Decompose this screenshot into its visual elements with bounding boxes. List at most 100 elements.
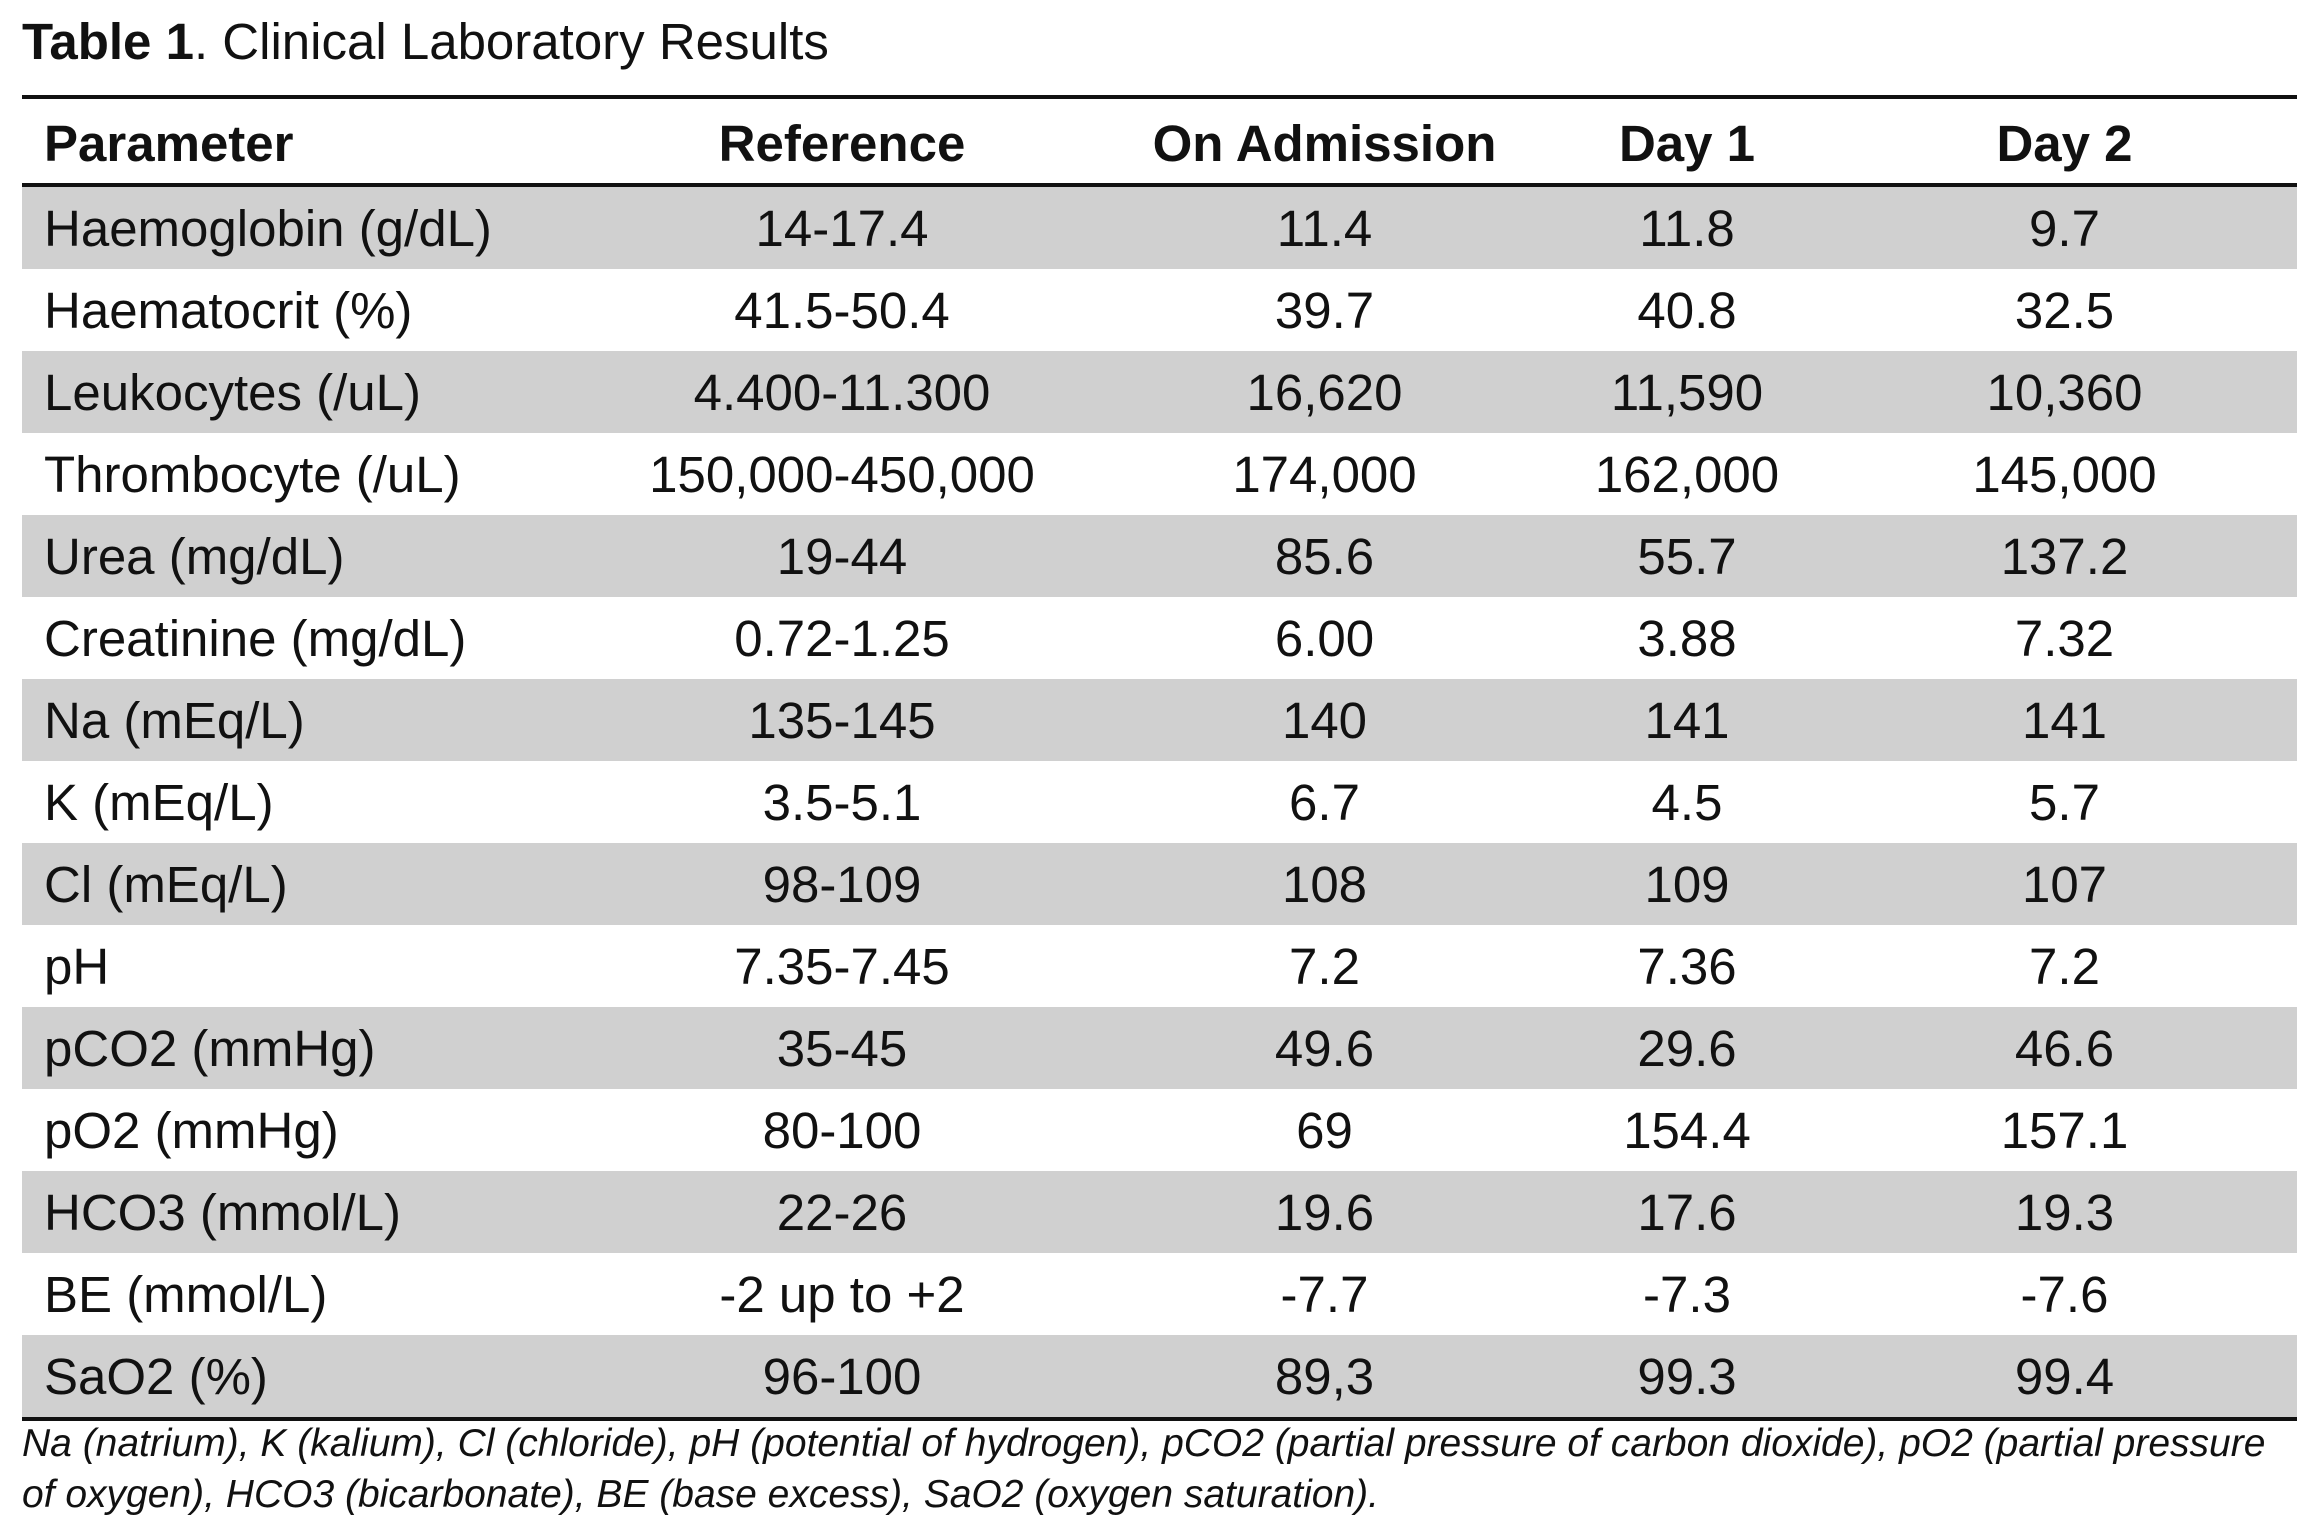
cell-parameter: pCO2 (mmHg) bbox=[22, 1007, 577, 1089]
table-footnote: Na (natrium), K (kalium), Cl (chloride),… bbox=[22, 1422, 2266, 1516]
cell-on-admission: 6.00 bbox=[1274, 609, 1375, 667]
cell-day-2: 157.1 bbox=[2000, 1101, 2129, 1159]
table-caption-label: Table 1 bbox=[22, 13, 194, 70]
cell-day-1: 3.88 bbox=[1637, 609, 1737, 667]
cell-reference: 3.5-5.1 bbox=[762, 773, 922, 831]
cell-day-1: 7.36 bbox=[1637, 937, 1737, 995]
cell-day-2: 19.3 bbox=[1832, 1171, 2297, 1253]
header-reference: Reference bbox=[577, 97, 1107, 187]
table-row: SaO2 (%) 96-100 89,3 99.3 99.4 bbox=[22, 1335, 2297, 1419]
header-parameter: Parameter bbox=[22, 97, 577, 187]
cell-on-admission: 174,000 bbox=[1232, 445, 1417, 503]
cell-parameter: Urea (mg/dL) bbox=[22, 515, 577, 597]
table-row: Cl (mEq/L) 98-109 108 109 107 bbox=[22, 843, 2297, 925]
cell-parameter: K (mEq/L) bbox=[44, 773, 274, 831]
cell-day-1: 17.6 bbox=[1542, 1171, 1832, 1253]
cell-reference: 135-145 bbox=[577, 679, 1107, 761]
cell-reference: 80-100 bbox=[762, 1101, 922, 1159]
cell-reference: 98-109 bbox=[577, 843, 1107, 925]
header-row: Parameter Reference On Admission Day 1 D… bbox=[22, 97, 2297, 187]
table-row: Haemoglobin (g/dL) 14-17.4 11.4 11.8 9.7 bbox=[22, 185, 2297, 269]
cell-parameter: Haematocrit (%) bbox=[44, 281, 413, 339]
cell-on-admission: 85.6 bbox=[1107, 515, 1542, 597]
cell-on-admission: -7.7 bbox=[1280, 1265, 1369, 1323]
cell-day-2: 9.7 bbox=[1832, 185, 2297, 269]
cell-parameter: Cl (mEq/L) bbox=[22, 843, 577, 925]
header-day-2: Day 2 bbox=[1832, 97, 2297, 187]
table-row: Urea (mg/dL) 19-44 85.6 55.7 137.2 bbox=[22, 515, 2297, 597]
cell-parameter: Leukocytes (/uL) bbox=[22, 351, 577, 433]
cell-day-2: 7.32 bbox=[2014, 609, 2115, 667]
table-caption: Table 1. Clinical Laboratory Results bbox=[22, 12, 829, 72]
table-row: pO2 (mmHg) 80-100 69 154.4 157.1 bbox=[22, 1089, 2297, 1171]
cell-reference: 14-17.4 bbox=[577, 185, 1107, 269]
cell-reference: 96-100 bbox=[577, 1335, 1107, 1419]
cell-day-1: 11,590 bbox=[1542, 351, 1832, 433]
lab-results-table-container: Parameter Reference On Admission Day 1 D… bbox=[22, 95, 2297, 1421]
header-day-1: Day 1 bbox=[1542, 97, 1832, 187]
table-row: pCO2 (mmHg) 35-45 49.6 29.6 46.6 bbox=[22, 1007, 2297, 1089]
cell-reference: 150,000-450,000 bbox=[649, 445, 1035, 503]
cell-day-2: 145,000 bbox=[1972, 445, 2157, 503]
cell-day-2: 10,360 bbox=[1832, 351, 2297, 433]
cell-reference: 22-26 bbox=[577, 1171, 1107, 1253]
cell-reference: 35-45 bbox=[577, 1007, 1107, 1089]
table-row: BE (mmol/L) -2 up to +2 -7.7 -7.3 -7.6 bbox=[22, 1253, 2297, 1335]
cell-reference: 4.400-11.300 bbox=[577, 351, 1107, 433]
cell-on-admission: 39.7 bbox=[1274, 281, 1375, 339]
table-row: HCO3 (mmol/L) 22-26 19.6 17.6 19.3 bbox=[22, 1171, 2297, 1253]
cell-day-1: -7.3 bbox=[1643, 1265, 1731, 1323]
cell-on-admission: 89,3 bbox=[1107, 1335, 1542, 1419]
cell-parameter: HCO3 (mmol/L) bbox=[22, 1171, 577, 1253]
cell-day-2: 107 bbox=[1832, 843, 2297, 925]
cell-on-admission: 6.7 bbox=[1289, 773, 1360, 831]
cell-day-1: 99.3 bbox=[1542, 1335, 1832, 1419]
cell-day-1: 4.5 bbox=[1651, 773, 1723, 831]
cell-on-admission: 11.4 bbox=[1107, 185, 1542, 269]
cell-day-2: 5.7 bbox=[2029, 773, 2100, 831]
cell-reference: 41.5-50.4 bbox=[734, 281, 950, 339]
table-body: Haemoglobin (g/dL) 14-17.4 11.4 11.8 9.7 Haem… bbox=[22, 185, 2297, 1419]
cell-on-admission: 19.6 bbox=[1107, 1171, 1542, 1253]
table-header: Parameter Reference On Admission Day 1 D… bbox=[22, 97, 2297, 187]
cell-day-2: 46.6 bbox=[1832, 1007, 2297, 1089]
cell-reference: 0.72-1.25 bbox=[734, 609, 950, 667]
cell-on-admission: 69 bbox=[1296, 1101, 1353, 1159]
cell-on-admission: 7.2 bbox=[1289, 937, 1360, 995]
cell-on-admission: 108 bbox=[1107, 843, 1542, 925]
cell-day-2: 32.5 bbox=[2014, 281, 2115, 339]
cell-reference: -2 up to +2 bbox=[719, 1265, 965, 1323]
cell-day-1: 11.8 bbox=[1542, 185, 1832, 269]
cell-reference: 7.35-7.45 bbox=[734, 937, 950, 995]
cell-parameter: Haemoglobin (g/dL) bbox=[22, 185, 577, 269]
cell-day-1: 40.8 bbox=[1637, 281, 1737, 339]
cell-parameter: pH bbox=[44, 937, 110, 995]
cell-day-2: 7.2 bbox=[2029, 937, 2100, 995]
cell-parameter: pO2 (mmHg) bbox=[44, 1101, 339, 1159]
table-caption-text: . Clinical Laboratory Results bbox=[193, 13, 829, 70]
cell-day-1: 55.7 bbox=[1542, 515, 1832, 597]
cell-day-1: 141 bbox=[1542, 679, 1832, 761]
cell-day-1: 109 bbox=[1542, 843, 1832, 925]
cell-reference: 19-44 bbox=[577, 515, 1107, 597]
table-row: pH 7.35-7.45 7.2 7.36 7.2 bbox=[22, 925, 2297, 1007]
lab-results-table: Parameter Reference On Admission Day 1 D… bbox=[22, 95, 2297, 1421]
header-on-admission: On Admission bbox=[1107, 97, 1542, 187]
table-row: Thrombocyte (/uL) 150,000-450,000 174,000 1… bbox=[22, 433, 2297, 515]
table-row: Haematocrit (%) 41.5-50.4 39.7 40.8 32.5 bbox=[22, 269, 2297, 351]
table-row: K (mEq/L) 3.5-5.1 6.7 4.5 5.7 bbox=[22, 761, 2297, 843]
cell-on-admission: 16,620 bbox=[1107, 351, 1542, 433]
cell-day-1: 154.4 bbox=[1623, 1101, 1751, 1159]
cell-parameter: BE (mmol/L) bbox=[44, 1265, 328, 1323]
cell-on-admission: 49.6 bbox=[1107, 1007, 1542, 1089]
cell-parameter: Creatinine (mg/dL) bbox=[44, 609, 467, 667]
cell-day-1: 162,000 bbox=[1594, 445, 1780, 503]
cell-day-2: 137.2 bbox=[1832, 515, 2297, 597]
cell-day-2: 141 bbox=[1832, 679, 2297, 761]
cell-on-admission: 140 bbox=[1107, 679, 1542, 761]
cell-parameter: Thrombocyte (/uL) bbox=[44, 445, 461, 503]
table-row: Na (mEq/L) 135-145 140 141 141 bbox=[22, 679, 2297, 761]
table-row: Creatinine (mg/dL) 0.72-1.25 6.00 3.88 7.32 bbox=[22, 597, 2297, 679]
table-row: Leukocytes (/uL) 4.400-11.300 16,620 11,590… bbox=[22, 351, 2297, 433]
cell-parameter: SaO2 (%) bbox=[22, 1335, 577, 1419]
